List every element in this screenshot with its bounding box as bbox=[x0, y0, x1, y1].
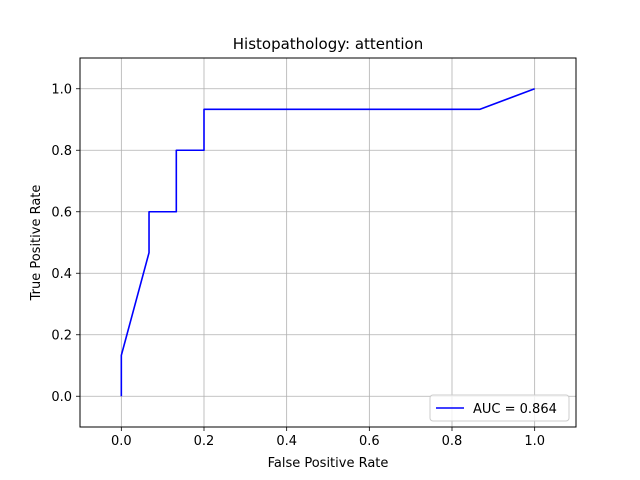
x-tick-label: 0.2 bbox=[194, 434, 215, 449]
x-tick-label: 0.4 bbox=[276, 434, 297, 449]
x-tick-label: 0.8 bbox=[442, 434, 463, 449]
legend-label: AUC = 0.864 bbox=[473, 402, 557, 417]
y-tick-label: 0.4 bbox=[51, 267, 72, 282]
y-axis-title: True Positive Rate bbox=[29, 185, 44, 302]
plot-area-frame bbox=[79, 57, 577, 428]
legend: AUC = 0.864 bbox=[429, 394, 570, 422]
series-layer bbox=[120, 88, 535, 397]
x-axis-title: False Positive Rate bbox=[268, 456, 389, 471]
x-tick-label: 0.0 bbox=[111, 434, 132, 449]
chart-title: Histopathology: attention bbox=[233, 35, 424, 53]
x-tick-label: 0.6 bbox=[359, 434, 380, 449]
y-tick-label: 0.8 bbox=[51, 144, 72, 159]
legend-box bbox=[429, 394, 570, 422]
x-tick-label: 1.0 bbox=[524, 434, 545, 449]
y-tick-label: 0.0 bbox=[51, 390, 72, 405]
y-tick-label: 0.6 bbox=[51, 205, 72, 220]
y-tick-label: 0.2 bbox=[51, 328, 72, 343]
ticks: 0.0 0.2 0.4 0.6 0.8 1.0 0.0 0.2 0.4 0.6 0.8 1.0 bbox=[51, 82, 545, 449]
roc-curve-line bbox=[120, 88, 535, 397]
y-tick-label: 1.0 bbox=[51, 82, 72, 97]
grid bbox=[80, 58, 576, 427]
